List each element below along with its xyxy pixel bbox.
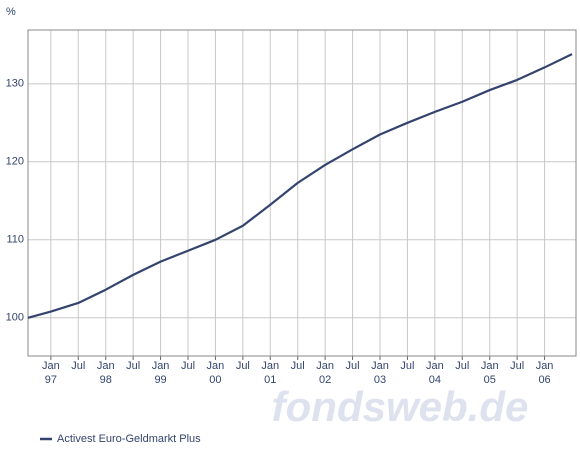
- y-tick-label: 110: [6, 234, 24, 246]
- x-tick-label: Jan: [97, 360, 115, 372]
- x-year-label: 04: [429, 374, 441, 386]
- x-tick-label: Jan: [152, 360, 170, 372]
- y-unit: %: [6, 6, 16, 18]
- x-tick-label: Jan: [207, 360, 225, 372]
- x-tick-label: Jul: [236, 360, 250, 372]
- x-tick-label: Jan: [316, 360, 334, 372]
- x-year-label: 06: [538, 374, 550, 386]
- y-tick-label: 130: [6, 78, 24, 90]
- x-tick-label: Jan: [42, 360, 60, 372]
- watermark: fondsweb.de: [272, 383, 529, 430]
- x-tick-label: Jul: [181, 360, 195, 372]
- x-year-label: 00: [209, 374, 221, 386]
- x-year-label: 03: [374, 374, 386, 386]
- x-year-label: 99: [154, 374, 166, 386]
- x-tick-label: Jul: [71, 360, 85, 372]
- x-year-label: 01: [264, 374, 276, 386]
- x-year-label: 02: [319, 374, 331, 386]
- series-line: [27, 53, 573, 319]
- x-tick-label: Jul: [346, 360, 360, 372]
- x-tick-label: Jul: [510, 360, 524, 372]
- x-year-label: 98: [100, 374, 112, 386]
- x-tick-label: Jan: [426, 360, 444, 372]
- x-year-label: 05: [484, 374, 496, 386]
- plot-frame: [27, 29, 577, 357]
- x-tick-label: Jul: [291, 360, 305, 372]
- legend-label: Activest Euro-Geldmarkt Plus: [57, 433, 201, 445]
- y-tick-label: 120: [6, 156, 24, 168]
- x-tick-label: Jul: [126, 360, 140, 372]
- x-tick-label: Jan: [536, 360, 554, 372]
- x-tick-label: Jul: [455, 360, 469, 372]
- x-tick-label: Jan: [481, 360, 499, 372]
- x-tick-label: Jul: [400, 360, 414, 372]
- y-tick-label: 100: [6, 312, 24, 324]
- x-year-label: 97: [45, 374, 57, 386]
- x-tick-label: Jan: [371, 360, 389, 372]
- x-tick-label: Jan: [261, 360, 279, 372]
